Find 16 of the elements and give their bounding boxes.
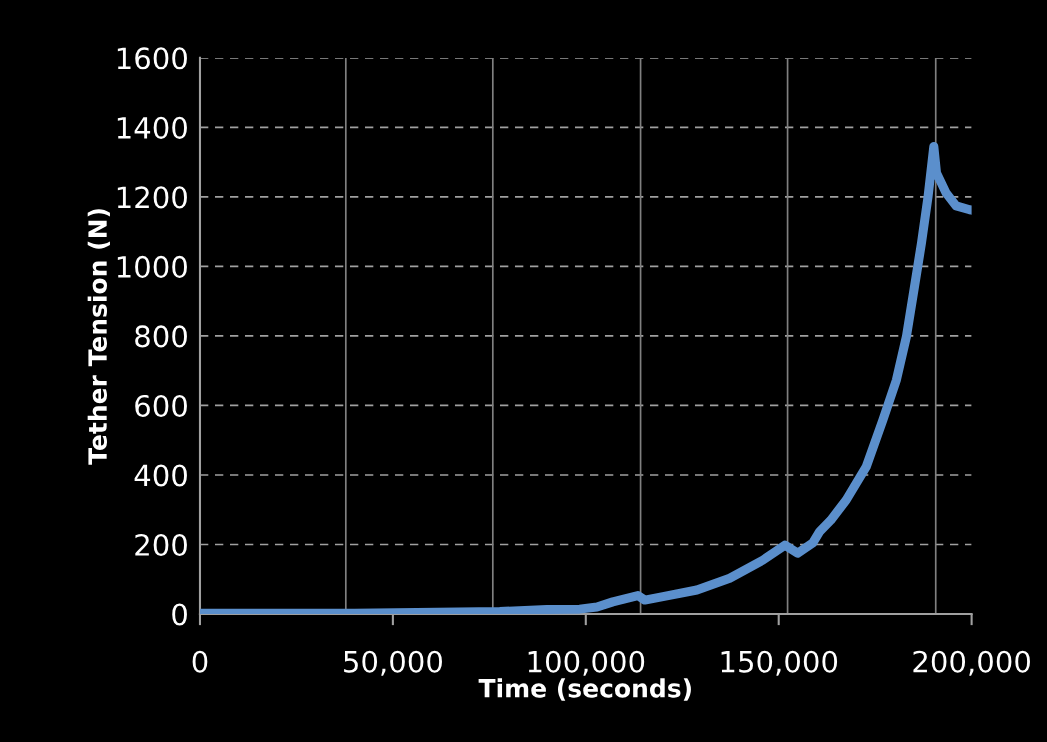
y-tick-label: 400 — [134, 464, 187, 487]
y-tick-label: 800 — [135, 325, 187, 348]
y-tick-label: 200 — [135, 533, 187, 556]
x-tick-label: 100,000 — [528, 650, 645, 676]
y-tick-label: 600 — [135, 394, 187, 417]
y-tick-label: 1000 — [117, 255, 187, 278]
x-tick-label: 200,000 — [913, 650, 1030, 676]
x-tick-label: 0 — [192, 650, 208, 673]
y-tick-label: 0 — [172, 603, 187, 626]
x-tick-label: 50,000 — [344, 650, 442, 676]
y-tick-label: 1200 — [117, 186, 187, 209]
y-tick-label: 1600 — [117, 47, 187, 70]
y-axis-title: Tether Tension (N) — [87, 209, 110, 465]
y-tick-label: 1400 — [117, 116, 187, 139]
x-axis-title: Time (seconds) — [478, 678, 691, 701]
x-tick-label: 150,000 — [721, 650, 838, 676]
